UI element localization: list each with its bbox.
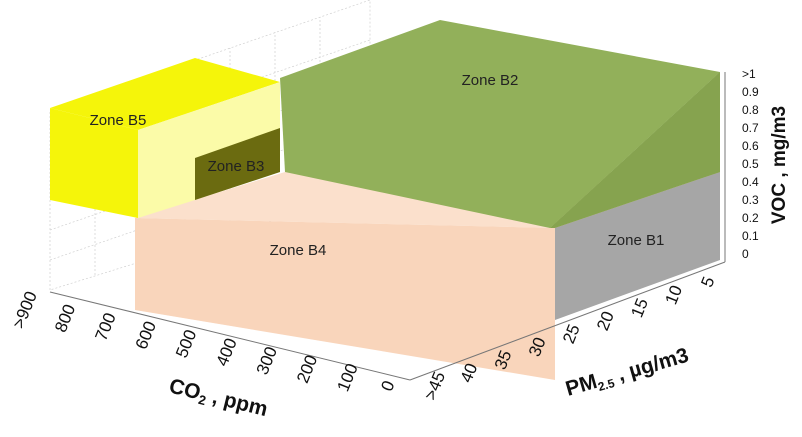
co2-tick-label: >900 — [9, 289, 41, 332]
voc-tick-label: 0.8 — [742, 103, 759, 117]
voc-axis-title: VOC , mg/m3 — [769, 106, 790, 224]
zone-label-b1: Zone B1 — [608, 232, 665, 249]
voc-tick-label: 0 — [742, 247, 749, 261]
co2-tick-label: 300 — [253, 344, 281, 377]
pm25-title-sub: 2.5 — [596, 376, 616, 394]
zone-b1-front — [555, 172, 720, 320]
zone-b1 — [555, 172, 720, 320]
zone-b2-side — [550, 72, 720, 228]
co2-tick-label: 800 — [51, 302, 79, 335]
zone-b4-front — [135, 218, 555, 380]
pm25-tick-label: 25 — [559, 322, 584, 347]
co2-tick-label: 400 — [212, 335, 240, 368]
voc-tick-label: 0.9 — [742, 85, 759, 99]
axis-lines — [49, 72, 726, 381]
pm25-title-rest: , µg/m3 — [609, 344, 691, 388]
pm25-tick-label: 5 — [697, 274, 718, 290]
voc-tick-label: 0.5 — [742, 157, 759, 171]
pm25-tick-label: 20 — [593, 309, 618, 334]
voc-tick-labels: 0 0.1 0.2 0.3 0.4 0.5 0.6 0.7 0.8 0.9 >1 — [742, 67, 759, 261]
voc-tick-label: >1 — [742, 67, 756, 81]
co2-axis-line — [49, 291, 411, 381]
pm25-tick-label: 15 — [627, 296, 652, 321]
voc-tick-label: 0.3 — [742, 193, 759, 207]
co2-tick-label: 0 — [377, 378, 398, 394]
zone-b5-top — [50, 58, 280, 130]
zone-b5-front-right — [138, 82, 280, 218]
co2-tick-label: 600 — [132, 319, 160, 352]
zone-b2-top — [280, 20, 720, 228]
zone-b5 — [50, 58, 280, 218]
zone-b5-front-left — [50, 108, 138, 218]
co2-title-sub: 2 — [197, 392, 208, 408]
voc-tick-label: 0.4 — [742, 175, 759, 189]
pm25-title-main: PM — [563, 370, 600, 401]
voc-tick-label: 0.7 — [742, 121, 759, 135]
co2-axis-title: CO2 , ppm — [166, 375, 270, 424]
co2-tick-label: 500 — [172, 327, 200, 360]
voc-tick-label: 0.1 — [742, 229, 759, 243]
co2-title-rest: , ppm — [204, 384, 270, 421]
zone-label-b4: Zone B4 — [270, 242, 327, 259]
co2-tick-label: 700 — [91, 310, 119, 343]
pm25-tick-label: 10 — [661, 283, 686, 308]
zone-label-b5: Zone B5 — [90, 112, 147, 129]
zone-b2 — [280, 20, 720, 228]
voc-tick-label: 0.6 — [742, 139, 759, 153]
zone-label-b3: Zone B3 — [208, 158, 265, 175]
zone-label-b2: Zone B2 — [462, 72, 519, 89]
voc-tick-label: 0.2 — [742, 211, 759, 225]
zone-b3 — [195, 128, 280, 200]
zone-b3-front — [195, 128, 280, 200]
pm25-axis-title: PM2.5 , µg/m3 — [563, 344, 692, 403]
co2-tick-label: 100 — [333, 361, 361, 394]
pm-axis-line — [409, 261, 726, 381]
